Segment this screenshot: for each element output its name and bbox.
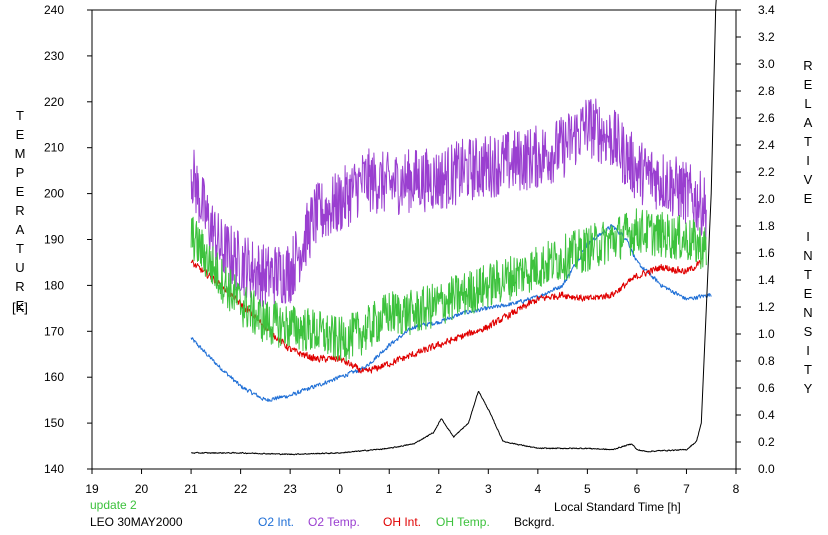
y-axis-left-unit: [K] — [12, 300, 28, 315]
y-left-tick-label: 190 — [44, 233, 64, 247]
axis-title-letter: E — [15, 298, 25, 313]
axis-title-letter: E — [803, 286, 813, 301]
right-axis-ticks: 0.0 0.2 0.4 0.6 0.8 1.0 1.2 1.4 1.6 1.8 2.0 2.2 2.4 2… — [736, 3, 775, 476]
y-left-tick-label: 140 — [44, 462, 64, 476]
axis-title-letter: M — [14, 146, 26, 161]
x-tick-label: 2 — [435, 482, 442, 496]
legend-item: O2 Temp. — [308, 515, 360, 529]
y-right-tick-label: 1.2 — [758, 300, 775, 314]
y-right-tick-label: 2.4 — [758, 138, 775, 152]
legend-item: Bckgrd. — [514, 515, 555, 529]
axis-title-letter: T — [16, 241, 24, 256]
status-text: update 2 — [90, 498, 137, 512]
axis-title-letter: U — [15, 260, 25, 275]
axis-title-letter: I — [806, 153, 810, 168]
axis-title-letter: Y — [803, 381, 813, 396]
axis-title-letter: R — [803, 58, 813, 73]
y-right-tick-label: 1.6 — [758, 246, 775, 260]
axis-title-letter: R — [15, 203, 25, 218]
axis-title-letter: V — [803, 172, 813, 187]
legend-item: O2 Int. — [258, 515, 295, 529]
axis-title-letter: I — [806, 343, 810, 358]
series-line-o2-temp — [190, 98, 707, 307]
x-tick-label: 6 — [634, 482, 641, 496]
axis-title-letter: E — [15, 127, 25, 142]
y-left-tick-label: 160 — [44, 370, 64, 384]
y-left-tick-label: 220 — [44, 95, 64, 109]
y-right-tick-label: 3.4 — [758, 3, 775, 17]
series-line-oh-temp — [190, 208, 707, 362]
axis-title-letter: T — [804, 267, 812, 282]
y-right-tick-label: 0.6 — [758, 381, 775, 395]
axis-title-letter: T — [804, 134, 812, 149]
x-axis-ticks: 19 20 21 22 23 0 1 2 3 4 5 6 7 8 — [85, 469, 740, 496]
axis-title-letter: R — [15, 279, 25, 294]
x-tick-label: 3 — [485, 482, 492, 496]
x-tick-label: 23 — [283, 482, 297, 496]
axis-title-letter: E — [803, 191, 813, 206]
axis-title-letter: T — [16, 108, 24, 123]
x-axis-title: Local Standard Time [h] — [554, 500, 681, 514]
axis-title-letter: A — [803, 115, 813, 130]
legend-item: OH Int. — [383, 515, 422, 529]
left-axis-ticks: 140 150 160 170 180 190 200 210 220 230 240 — [44, 3, 92, 476]
y-right-tick-label: 2.6 — [758, 111, 775, 125]
x-tick-label: 4 — [535, 482, 542, 496]
y-right-tick-label: 1.0 — [758, 327, 775, 341]
x-tick-label: 19 — [85, 482, 99, 496]
y-right-tick-label: 3.2 — [758, 30, 775, 44]
axis-title-letter: A — [15, 222, 25, 237]
x-tick-label: 22 — [234, 482, 248, 496]
y-left-tick-label: 150 — [44, 416, 64, 430]
y-left-tick-label: 210 — [44, 141, 64, 155]
y-right-tick-label: 2.0 — [758, 192, 775, 206]
x-tick-label: 8 — [733, 482, 740, 496]
axis-title-letter — [800, 208, 816, 227]
y-right-tick-label: 0.0 — [758, 462, 775, 476]
y-left-tick-label: 170 — [44, 324, 64, 338]
y-left-tick-label: 180 — [44, 278, 64, 292]
y-right-tick-label: 1.4 — [758, 273, 775, 287]
y-right-tick-label: 0.4 — [758, 408, 775, 422]
axis-title-letter: E — [15, 184, 25, 199]
y-left-tick-label: 240 — [44, 3, 64, 17]
series-line-oh-int — [190, 259, 702, 374]
site-date-text: LEO 30MAY2000 — [90, 515, 183, 529]
axis-title-letter: T — [804, 362, 812, 377]
y-right-tick-label: 2.2 — [758, 165, 775, 179]
y-right-tick-label: 3.0 — [758, 57, 775, 71]
axis-title-letter: N — [803, 248, 813, 263]
axis-title-letter: N — [803, 305, 813, 320]
axis-title-letter: E — [803, 77, 813, 92]
legend-item: OH Temp. — [436, 515, 490, 529]
x-tick-label: 5 — [584, 482, 591, 496]
x-tick-label: 0 — [336, 482, 343, 496]
y-right-tick-label: 1.8 — [758, 219, 775, 233]
y-right-tick-label: 0.8 — [758, 354, 775, 368]
x-tick-label: 7 — [683, 482, 690, 496]
series-layer — [190, 0, 717, 456]
axis-title-letter: I — [806, 229, 810, 244]
x-tick-label: 20 — [135, 482, 149, 496]
y-left-tick-label: 230 — [44, 49, 64, 63]
y-right-tick-label: 2.8 — [758, 84, 775, 98]
axis-title-letter: P — [15, 165, 25, 180]
series-line-o2-int — [190, 224, 712, 402]
x-tick-label: 1 — [386, 482, 393, 496]
series-line-bckgrd — [191, 0, 717, 456]
axis-title-letter: L — [804, 96, 812, 111]
x-tick-label: 21 — [184, 482, 198, 496]
y-left-tick-label: 200 — [44, 187, 64, 201]
axis-title-letter: S — [803, 324, 813, 339]
y-right-tick-label: 0.2 — [758, 435, 775, 449]
